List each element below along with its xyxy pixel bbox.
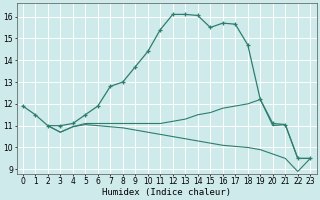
X-axis label: Humidex (Indice chaleur): Humidex (Indice chaleur)	[102, 188, 231, 197]
